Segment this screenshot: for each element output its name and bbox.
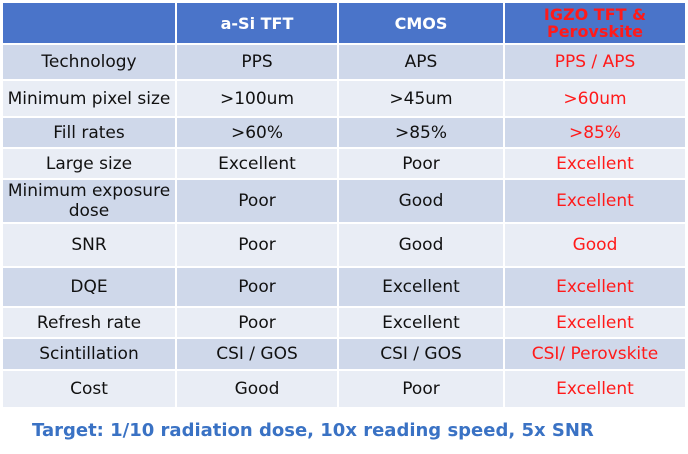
- table-cell: >85%: [505, 118, 685, 149]
- table-cell: Excellent: [505, 268, 685, 308]
- row-label-dqe: DQE: [3, 268, 177, 308]
- table-cell: Excellent: [339, 308, 505, 339]
- header-cmos: CMOS: [339, 3, 505, 45]
- row-label-scintillation: Scintillation: [3, 339, 177, 371]
- table-cell: Poor: [177, 308, 339, 339]
- table-row: DQE Poor Excellent Excellent: [3, 268, 685, 308]
- table-cell: Poor: [339, 149, 505, 180]
- table-row: SNR Poor Good Good: [3, 224, 685, 268]
- table-cell: Excellent: [177, 149, 339, 180]
- table-cell: Excellent: [505, 149, 685, 180]
- table-cell: >60%: [177, 118, 339, 149]
- row-label-minimum-exposure-dose: Minimum exposure dose: [3, 180, 177, 224]
- table-row: Minimum exposure dose Poor Good Excellen…: [3, 180, 685, 224]
- header-asi-tft: a-Si TFT: [177, 3, 339, 45]
- table-row: Cost Good Poor Excellent: [3, 371, 685, 407]
- table-cell: Excellent: [505, 308, 685, 339]
- header-corner-cell: [3, 3, 177, 45]
- table-row: Large size Excellent Poor Excellent: [3, 149, 685, 180]
- table-cell: >60um: [505, 81, 685, 118]
- comparison-table: a-Si TFT CMOS IGZO TFT & Perovskite Tech…: [3, 3, 685, 407]
- table-row: Scintillation CSI / GOS CSI / GOS CSI/ P…: [3, 339, 685, 371]
- table-cell: CSI / GOS: [177, 339, 339, 371]
- table-row: Technology PPS APS PPS / APS: [3, 45, 685, 81]
- header-igzo-perovskite: IGZO TFT & Perovskite: [505, 3, 685, 45]
- table-cell: Good: [177, 371, 339, 407]
- row-label-large-size: Large size: [3, 149, 177, 180]
- header-row: a-Si TFT CMOS IGZO TFT & Perovskite: [3, 3, 685, 45]
- row-label-refresh-rate: Refresh rate: [3, 308, 177, 339]
- table-cell: PPS / APS: [505, 45, 685, 81]
- table-cell: Excellent: [339, 268, 505, 308]
- row-label-fill-rates: Fill rates: [3, 118, 177, 149]
- row-label-technology: Technology: [3, 45, 177, 81]
- table-cell: Excellent: [505, 180, 685, 224]
- table-cell: >100um: [177, 81, 339, 118]
- table-cell: Poor: [177, 224, 339, 268]
- row-label-cost: Cost: [3, 371, 177, 407]
- table-cell: CSI/ Perovskite: [505, 339, 685, 371]
- table-cell: Poor: [177, 180, 339, 224]
- table-cell: PPS: [177, 45, 339, 81]
- table-row: Minimum pixel size >100um >45um >60um: [3, 81, 685, 118]
- table-cell: APS: [339, 45, 505, 81]
- table-cell: Good: [339, 180, 505, 224]
- table-cell: >85%: [339, 118, 505, 149]
- table-cell: Good: [339, 224, 505, 268]
- table-row: Fill rates >60% >85% >85%: [3, 118, 685, 149]
- table-cell: CSI / GOS: [339, 339, 505, 371]
- table-cell: >45um: [339, 81, 505, 118]
- table-row: Refresh rate Poor Excellent Excellent: [3, 308, 685, 339]
- table-cell: Poor: [339, 371, 505, 407]
- table-cell: Poor: [177, 268, 339, 308]
- table-cell: Excellent: [505, 371, 685, 407]
- target-statement: Target: 1/10 radiation dose, 10x reading…: [32, 420, 594, 441]
- row-label-minimum-pixel-size: Minimum pixel size: [3, 81, 177, 118]
- table-cell: Good: [505, 224, 685, 268]
- row-label-snr: SNR: [3, 224, 177, 268]
